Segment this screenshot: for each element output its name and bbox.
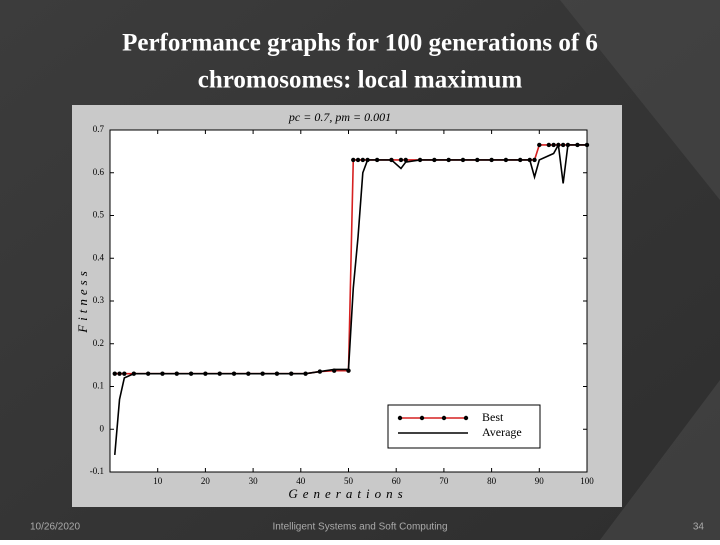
- x-tick-label: 20: [201, 476, 211, 486]
- legend-box: [387, 404, 541, 449]
- point: [112, 371, 117, 376]
- series-line: [113, 142, 587, 455]
- x-tick-label: 90: [535, 476, 545, 486]
- y-axis-label: Fitness: [75, 267, 90, 334]
- legend-label: Average: [482, 425, 522, 439]
- point: [351, 157, 356, 163]
- x-tick-label: 100: [580, 476, 594, 486]
- point: [551, 142, 556, 148]
- x-tick-label: 50: [344, 476, 354, 486]
- point: [546, 142, 552, 148]
- x-tick-label: 10: [153, 476, 163, 486]
- point: [403, 157, 408, 163]
- x-axis-label: Generations: [288, 486, 407, 501]
- point: [122, 371, 127, 376]
- y-tick-label: -0.1: [90, 466, 104, 476]
- decoration: [600, 380, 720, 540]
- x-tick-label: 30: [249, 476, 259, 486]
- slide-title: Performance graphs for 100 generations o…: [122, 30, 598, 57]
- y-tick-label: 0.7: [93, 124, 105, 134]
- legend-marker: [419, 415, 425, 421]
- y-tick-label: 0.1: [93, 381, 104, 391]
- x-tick-label: 80: [487, 476, 497, 486]
- chart-title: pc = 0.7, pm = 0.001: [288, 110, 391, 124]
- point: [537, 142, 542, 148]
- point: [560, 142, 566, 148]
- point: [398, 157, 404, 163]
- footer-date: 10/26/2020: [30, 522, 80, 533]
- legend-marker: [441, 415, 447, 421]
- y-tick-label: 0: [100, 423, 105, 433]
- x-tick-label: 70: [439, 476, 449, 486]
- y-tick-label: 0.2: [93, 338, 104, 348]
- legend-label: Best: [482, 410, 504, 424]
- footer-page: 34: [693, 522, 705, 533]
- legend-marker: [397, 415, 403, 421]
- y-tick-label: 0.6: [93, 167, 105, 177]
- point: [117, 371, 122, 376]
- y-tick-label: 0.5: [93, 210, 105, 220]
- decoration: [560, 0, 720, 200]
- point: [532, 157, 537, 163]
- x-tick-label: 40: [296, 476, 306, 486]
- x-tick-label: 60: [392, 476, 402, 486]
- point: [360, 157, 366, 163]
- legend-marker: [463, 415, 469, 421]
- y-tick-label: 0.3: [93, 295, 105, 305]
- point: [355, 157, 361, 163]
- y-tick-label: 0.4: [93, 252, 105, 262]
- slide-title: chromosomes: local maximum: [198, 67, 523, 94]
- footer-course: Intelligent Systems and Soft Computing: [272, 522, 447, 533]
